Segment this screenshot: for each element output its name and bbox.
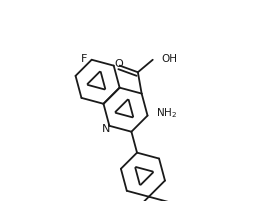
Text: O: O [114,59,123,69]
Text: N: N [102,124,110,134]
Text: OH: OH [161,54,177,64]
Text: NH$_2$: NH$_2$ [156,107,177,120]
Text: F: F [80,54,87,64]
